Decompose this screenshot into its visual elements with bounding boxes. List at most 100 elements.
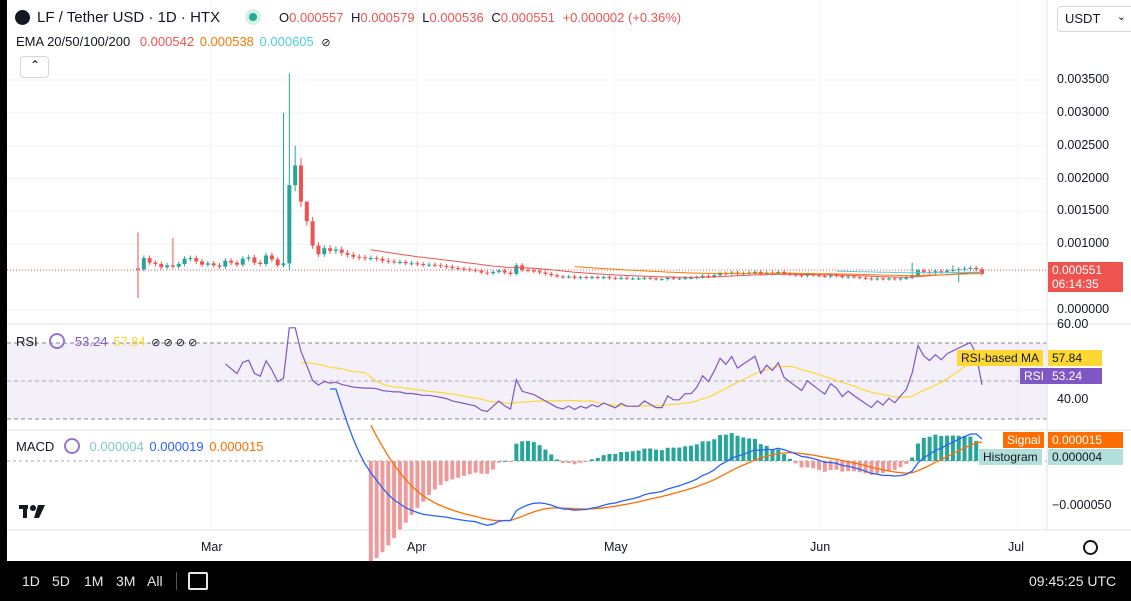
- rsi-ma-tag: RSI-based MA: [957, 350, 1044, 366]
- macd-histogram-bar: [549, 454, 554, 461]
- ohlc-readout: O0.000557 H0.000579 L0.000536 C0.000551 …: [279, 10, 681, 25]
- candle-body: [240, 258, 245, 265]
- candle-body: [531, 270, 536, 272]
- candle-body: [316, 245, 321, 255]
- market-status-icon[interactable]: [245, 9, 261, 25]
- ema-100-line: [836, 270, 982, 274]
- candle-body: [264, 255, 269, 264]
- range-1d-button[interactable]: 1D: [22, 573, 40, 589]
- settings-icon[interactable]: [1083, 540, 1098, 555]
- rsi-ma-tag-label: RSI-based MA: [961, 351, 1040, 365]
- range-3m-button[interactable]: 3M: [116, 573, 136, 589]
- rsi-axis-top: 60.00: [1057, 317, 1089, 331]
- range-all-button[interactable]: All: [147, 573, 163, 589]
- candle-body: [304, 201, 309, 222]
- macd-histogram-bar: [560, 461, 565, 464]
- ema-100-value: 0.000605: [259, 34, 314, 49]
- ema-50-value: 0.000538: [199, 34, 254, 49]
- symbol-title[interactable]: LF / Tether USD · 1D · HTX: [37, 9, 221, 26]
- candle-body: [578, 277, 583, 279]
- rsi-legend[interactable]: RSI 53.24 57.84 ⊘ ⊘ ⊘ ⊘: [16, 333, 197, 349]
- calendar-icon[interactable]: [188, 572, 208, 590]
- macd-histogram-bar: [642, 448, 647, 461]
- macd-histogram-bar: [654, 449, 659, 461]
- macd-histogram-bar: [851, 461, 856, 472]
- last-price-tag: 0.000551 06:14:35: [1048, 262, 1123, 292]
- candle-countdown: 06:14:35: [1052, 277, 1099, 291]
- macd-histogram-bar: [537, 445, 542, 461]
- candle-body: [252, 257, 257, 263]
- macd-histogram-bar: [555, 459, 560, 461]
- macd-legend[interactable]: MACD 0.000004 0.000019 0.000015: [16, 438, 263, 454]
- macd-histogram-bar: [915, 443, 920, 461]
- candle-body: [706, 275, 711, 277]
- macd-histogram-bar: [595, 458, 600, 461]
- candle-body: [397, 262, 402, 264]
- candle-body: [776, 271, 781, 274]
- toolbar-divider: [176, 572, 177, 590]
- settings-icon[interactable]: [49, 333, 66, 349]
- change-value: +0.000002 (+0.36%): [562, 10, 682, 25]
- tradingview-logo: [19, 505, 45, 518]
- eye-slash-icon[interactable]: ⊘: [321, 37, 331, 49]
- range-1m-button[interactable]: 1M: [84, 573, 104, 589]
- candle-body: [933, 271, 938, 273]
- candle-body: [502, 270, 507, 273]
- currency-select[interactable]: USDT ⌄: [1057, 6, 1131, 32]
- candle-body: [508, 272, 513, 274]
- candle-body: [403, 262, 408, 264]
- collapse-legend-button[interactable]: ⌃: [20, 56, 49, 78]
- macd-histogram-bar: [735, 435, 740, 461]
- candle-body: [415, 263, 420, 265]
- macd-histogram-bar: [764, 445, 769, 461]
- candle-body: [642, 277, 647, 279]
- price-chart[interactable]: [7, 0, 1131, 561]
- candle-body: [514, 265, 519, 274]
- macd-histogram-bar: [380, 461, 385, 553]
- macd-histogram-bar: [729, 433, 734, 461]
- macd-histogram-bar: [508, 461, 513, 462]
- range-5d-button[interactable]: 5D: [52, 573, 70, 589]
- candle-body: [834, 275, 839, 277]
- time-tick-label: May: [604, 540, 628, 554]
- candle-body: [345, 252, 350, 255]
- macd-histogram-bar: [607, 453, 612, 461]
- macd-histogram-bar: [747, 438, 752, 461]
- macd-histogram-bar: [601, 455, 606, 461]
- macd-label: MACD: [16, 439, 55, 454]
- macd-histogram-bar: [427, 461, 432, 496]
- candle-body: [194, 258, 199, 262]
- macd-histogram-bar: [799, 461, 804, 468]
- candle-body: [182, 258, 187, 264]
- macd-histogram-bar: [741, 437, 746, 461]
- candle-body: [421, 264, 426, 265]
- candle-body: [461, 268, 466, 270]
- candle-body: [607, 277, 612, 279]
- macd-histogram-bar: [403, 461, 408, 523]
- macd-histogram-bar: [531, 442, 536, 461]
- candle-body: [863, 277, 868, 279]
- macd-histogram-bar: [467, 461, 472, 475]
- macd-histogram-bar: [421, 461, 426, 502]
- candle-body: [980, 269, 984, 274]
- macd-histogram-bar: [950, 435, 955, 461]
- candle-body: [234, 262, 239, 265]
- macd-histogram-bar: [438, 461, 443, 486]
- rsi-ma-tag-value-box: 57.84: [1048, 350, 1102, 366]
- macd-histogram-bar: [822, 461, 827, 472]
- candle-body: [368, 258, 373, 260]
- macd-histogram-bar: [910, 457, 915, 461]
- macd-histogram-bar: [665, 447, 670, 461]
- low-value: 0.000536: [429, 10, 484, 25]
- settings-icon[interactable]: [63, 438, 80, 454]
- symbol-logo: [15, 10, 30, 25]
- macd-histogram-bar: [374, 461, 379, 558]
- macd-signal-line: [370, 424, 983, 522]
- candle-body: [572, 276, 577, 278]
- candle-body: [339, 249, 344, 253]
- price-tick-label: 0.000000: [1057, 302, 1110, 316]
- macd-histogram-bar: [630, 451, 635, 461]
- candle-body: [409, 263, 414, 265]
- ema-legend[interactable]: EMA 20/50/100/200 0.000542 0.000538 0.00…: [16, 34, 331, 49]
- clock-readout[interactable]: 09:45:25 UTC: [1029, 573, 1117, 589]
